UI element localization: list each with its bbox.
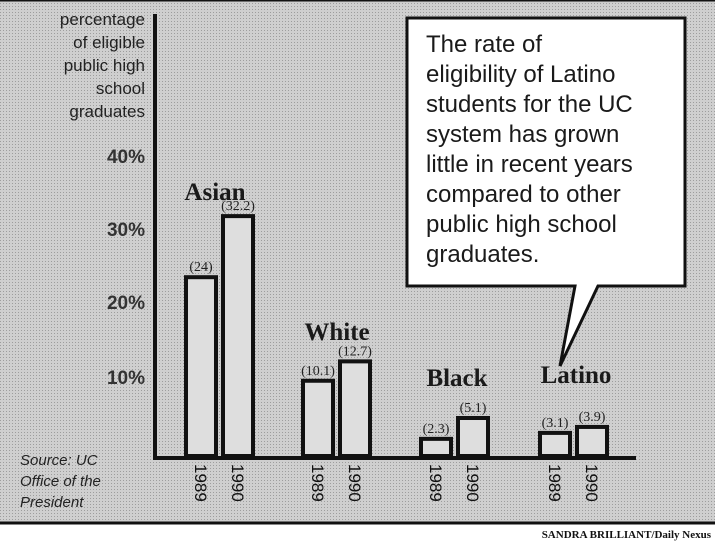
- year-labels: 1989 1990 1989 1990 1989 1990 1989 1990: [191, 464, 601, 502]
- data-label-white-1989: (10.1): [301, 364, 335, 379]
- y-axis-label: percentage of eligible public high schoo…: [60, 10, 145, 121]
- photo-credit: SANDRA BRILLIANT/Daily Nexus: [542, 529, 712, 541]
- y-axis-label-line: graduates: [69, 102, 145, 121]
- bar-black-1990: [456, 416, 490, 459]
- bar-white-1990: [338, 359, 372, 459]
- callout-line: system has grown: [426, 121, 619, 148]
- data-label-asian-1990: (32.2): [221, 199, 255, 214]
- category-label-asian: Asian: [184, 179, 245, 206]
- callout-text: The rate of eligibility of Latino studen…: [426, 31, 633, 268]
- y-tick-label: 10%: [107, 368, 145, 389]
- y-axis-label-line: school: [96, 79, 145, 98]
- data-label-black-1990: (5.1): [460, 401, 487, 416]
- year-label-black-1990: 1990: [463, 464, 482, 502]
- year-label-white-1990: 1990: [345, 464, 364, 502]
- bar-white-1989: [301, 378, 335, 459]
- callout-line: eligibility of Latino: [426, 61, 615, 88]
- year-label-asian-1990: 1990: [228, 464, 247, 502]
- source-line: Office of the: [20, 473, 101, 490]
- bar-asian-1990: [221, 214, 255, 458]
- y-axis-label-line: of eligible: [73, 33, 145, 52]
- bar-asian-1989: [184, 275, 218, 459]
- bar-latino-1989: [538, 430, 572, 458]
- y-axis-label-line: percentage: [60, 10, 145, 29]
- callout-line: public high school: [426, 211, 617, 238]
- category-label-latino: Latino: [541, 362, 612, 389]
- y-tick-label: 20%: [107, 293, 145, 314]
- year-label-white-1989: 1989: [308, 464, 327, 502]
- bar-black-1989: [419, 436, 453, 458]
- year-label-asian-1989: 1989: [191, 464, 210, 502]
- data-label-black-1989: (2.3): [423, 422, 450, 437]
- callout-line: compared to other: [426, 181, 621, 208]
- category-label-white: White: [304, 319, 369, 346]
- y-axis-label-line: public high: [64, 56, 145, 75]
- year-label-black-1989: 1989: [426, 464, 445, 502]
- data-label-latino-1989: (3.1): [542, 416, 569, 431]
- callout-line: The rate of: [426, 31, 542, 58]
- data-label-asian-1989: (24): [189, 260, 213, 275]
- data-label-white-1990: (12.7): [338, 344, 372, 359]
- year-label-latino-1990: 1990: [582, 464, 601, 502]
- bar-latino-1990: [575, 424, 609, 459]
- callout-line: students for the UC: [426, 91, 633, 118]
- y-tick-label: 40%: [107, 147, 145, 168]
- callout-line: little in recent years: [426, 151, 633, 178]
- category-labels: Asian White Black Latino: [184, 179, 611, 392]
- callout-bubble: [405, 16, 687, 367]
- source-line: President: [20, 494, 84, 511]
- bars: [184, 214, 609, 459]
- callout-line: graduates.: [426, 241, 539, 268]
- data-label-latino-1990: (3.9): [579, 410, 606, 425]
- category-label-black: Black: [426, 365, 487, 392]
- y-tick-label: 30%: [107, 220, 145, 241]
- data-labels: (24) (32.2) (10.1)(12.7) (2.3) (5.1) (3.1) (3.…: [189, 199, 605, 437]
- source-line: Source: UC: [20, 452, 98, 469]
- year-label-latino-1989: 1989: [545, 464, 564, 502]
- y-tick-labels: 10% 20% 30% 40%: [107, 147, 145, 389]
- source-note: Source: UC Office of the President: [20, 452, 101, 511]
